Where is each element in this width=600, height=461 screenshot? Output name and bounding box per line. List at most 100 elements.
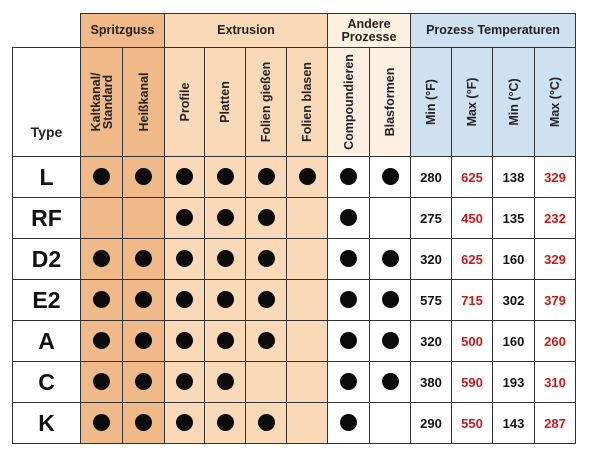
col-header: Platten xyxy=(204,47,246,157)
col-header-label: Profile xyxy=(177,82,192,122)
availability-dot-icon xyxy=(135,250,152,268)
max-temp-cell: 625 xyxy=(451,238,493,280)
table-row: C 380 590 193 310 xyxy=(12,361,576,403)
min-temp-cell: 380 xyxy=(410,361,452,403)
availability-dot-icon xyxy=(340,414,357,432)
process-cell xyxy=(327,156,370,198)
process-cell xyxy=(204,361,246,403)
process-cell xyxy=(80,320,123,362)
process-cell xyxy=(286,156,328,198)
group-injection: Spritzguss xyxy=(80,13,165,48)
process-cell xyxy=(369,320,411,362)
availability-dot-icon xyxy=(176,373,193,391)
col-header-label: Heißkanal xyxy=(136,72,151,132)
process-cell xyxy=(164,238,205,280)
process-cell xyxy=(164,361,205,403)
max-temp-cell: 715 xyxy=(451,279,493,321)
process-cell xyxy=(204,156,246,198)
col-header: Profile xyxy=(164,47,205,157)
type-cell: E2 xyxy=(12,279,81,321)
min-temp-cell: 143 xyxy=(492,402,535,444)
type-cell: K xyxy=(12,402,81,444)
process-cell xyxy=(327,320,370,362)
max-temp-cell: 329 xyxy=(534,238,576,280)
col-header: Compoundieren xyxy=(327,47,370,157)
process-cell xyxy=(80,361,123,403)
type-cell: L xyxy=(12,156,81,198)
availability-dot-icon xyxy=(381,332,399,350)
availability-dot-icon xyxy=(381,250,399,268)
process-cell xyxy=(204,279,246,321)
min-temp-cell: 160 xyxy=(492,238,535,280)
table-row: K 290 550 143 287 xyxy=(12,402,576,444)
min-temp-cell: 160 xyxy=(492,320,535,362)
process-cell xyxy=(369,361,411,403)
min-temp-cell: 280 xyxy=(410,156,452,198)
process-cell xyxy=(327,279,370,321)
col-header-label: Min (°C) xyxy=(506,78,521,126)
process-cell xyxy=(164,279,205,321)
availability-dot-icon xyxy=(135,291,152,309)
availability-dot-icon xyxy=(135,373,152,391)
process-cell xyxy=(245,320,287,362)
process-cell xyxy=(286,197,328,239)
col-header: Folien blasen xyxy=(286,47,328,157)
col-header-label: Folien gießen xyxy=(259,61,273,143)
availability-dot-icon xyxy=(93,332,110,350)
type-cell: RF xyxy=(12,197,81,239)
process-cell xyxy=(80,238,123,280)
col-header: Max (°F) xyxy=(451,47,493,157)
min-temp-cell: 193 xyxy=(492,361,535,403)
availability-dot-icon xyxy=(340,373,357,391)
availability-dot-icon xyxy=(93,373,110,391)
process-cell xyxy=(164,320,205,362)
availability-dot-icon xyxy=(216,291,234,309)
availability-dot-icon xyxy=(381,168,399,186)
column-header-row: Type Kaltkanal/ Standard Heißkanal Profi… xyxy=(12,47,576,157)
availability-dot-icon xyxy=(176,168,193,186)
process-cell xyxy=(80,156,123,198)
process-cell xyxy=(164,402,205,444)
availability-dot-icon xyxy=(135,332,152,350)
min-temp-cell: 320 xyxy=(410,238,452,280)
process-cell xyxy=(245,361,287,403)
availability-dot-icon xyxy=(340,168,357,186)
process-cell xyxy=(245,402,287,444)
process-cell xyxy=(80,197,123,239)
process-cell xyxy=(369,156,411,198)
empty-corner xyxy=(13,14,81,48)
process-cell xyxy=(122,238,165,280)
process-cell xyxy=(286,279,328,321)
max-temp-cell: 625 xyxy=(451,156,493,198)
availability-dot-icon xyxy=(340,332,357,350)
process-cell xyxy=(327,361,370,403)
process-cell xyxy=(164,156,205,198)
process-cell xyxy=(122,279,165,321)
col-header-label: Max (°C) xyxy=(548,76,562,128)
table-row: D2 320 625 160 329 xyxy=(12,238,576,280)
availability-dot-icon xyxy=(216,373,234,391)
col-header-label: Max (°F) xyxy=(465,77,479,127)
max-temp-cell: 550 xyxy=(451,402,493,444)
process-cell xyxy=(122,402,165,444)
table-row: E2 575 715 302 379 xyxy=(12,279,576,321)
col-header-label: Compoundieren xyxy=(341,54,356,150)
type-cell: C xyxy=(12,361,81,403)
availability-dot-icon xyxy=(257,414,275,432)
min-temp-cell: 320 xyxy=(410,320,452,362)
availability-dot-icon xyxy=(176,291,193,309)
col-header-label: Kaltkanal/ Standard xyxy=(88,72,115,132)
process-cell xyxy=(286,320,328,362)
max-temp-cell: 500 xyxy=(451,320,493,362)
group-header-row: Spritzguss Extrusion Andere Prozesse Pro… xyxy=(13,13,576,48)
availability-dot-icon xyxy=(176,414,193,432)
col-header: Blasformen xyxy=(369,47,411,157)
max-temp-cell: 287 xyxy=(534,402,576,444)
process-cell xyxy=(369,402,411,444)
group-temperatures: Prozess Temperaturen xyxy=(410,13,576,48)
process-cell xyxy=(327,197,370,239)
availability-dot-icon xyxy=(381,291,399,309)
process-cell xyxy=(286,402,328,444)
max-temp-cell: 379 xyxy=(534,279,576,321)
min-temp-cell: 302 xyxy=(492,279,535,321)
